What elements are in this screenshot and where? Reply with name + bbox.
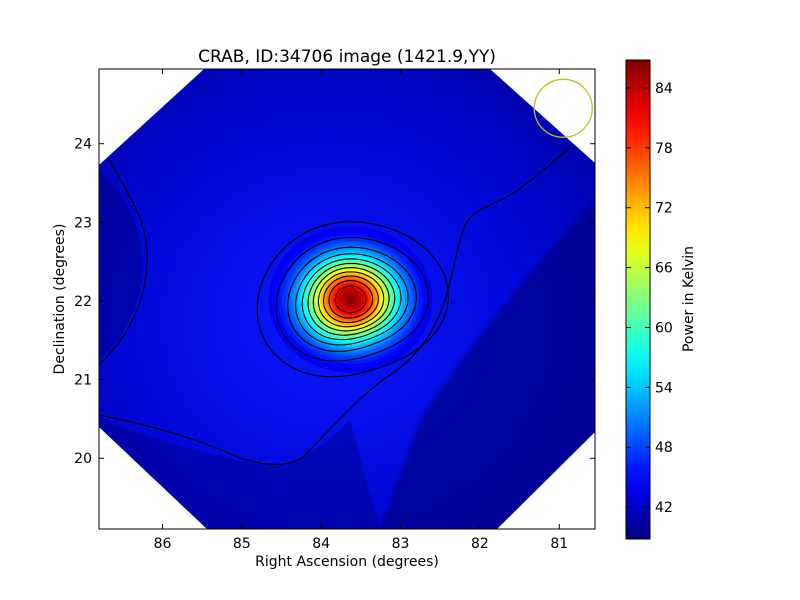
colorbar-tick-label: 54 <box>655 380 673 396</box>
contour-level <box>312 267 390 332</box>
colorbar-tick-label: 48 <box>655 440 673 456</box>
sky-field <box>99 69 595 529</box>
contour-level <box>256 221 450 378</box>
y-axis-label: Declination (degrees) <box>52 224 68 375</box>
contour-level <box>295 253 409 346</box>
plot-area <box>99 69 595 529</box>
contour-level <box>287 246 417 352</box>
contour-level <box>334 285 367 314</box>
contour-level <box>275 236 430 362</box>
colorbar-tick-label: 78 <box>655 141 673 157</box>
x-tick-label: 81 <box>550 536 568 552</box>
colorbar-tick-label: 66 <box>655 261 673 277</box>
y-axis: 20 21 22 23 24 <box>74 137 595 467</box>
x-tick-label: 83 <box>392 536 410 552</box>
contour-level <box>307 262 396 336</box>
colorbar: 42 48 54 60 66 72 78 84 Power in Kelvin <box>625 59 697 540</box>
colorbar-bar <box>625 59 651 540</box>
beam-circle <box>533 78 593 138</box>
contour-level <box>317 271 385 328</box>
contour-level <box>301 258 402 341</box>
contour-background-left <box>99 159 148 366</box>
contour-level <box>322 275 379 324</box>
x-axis: 86 85 84 83 82 81 <box>154 69 568 552</box>
colorbar-tick-label: 60 <box>655 320 673 336</box>
colorbar-ticks: 42 48 54 60 66 72 78 84 <box>626 81 673 516</box>
colorbar-tick-label: 42 <box>655 500 673 516</box>
y-tick-label: 21 <box>74 373 92 389</box>
x-axis-label: Right Ascension (degrees) <box>255 554 439 570</box>
x-tick-label: 86 <box>154 536 172 552</box>
contour-background-bottom <box>99 147 571 465</box>
contour-level <box>328 279 374 319</box>
x-tick-label: 85 <box>233 536 251 552</box>
y-tick-label: 24 <box>74 137 92 153</box>
colorbar-label: Power in Kelvin <box>681 246 697 352</box>
y-tick-label: 20 <box>74 451 92 467</box>
colorbar-tick-label: 72 <box>655 201 673 217</box>
contour-lines <box>256 221 450 378</box>
y-tick-label: 22 <box>74 294 92 310</box>
chart-title: CRAB, ID:34706 image (1421.9,YY) <box>198 47 496 67</box>
x-tick-label: 82 <box>471 536 489 552</box>
y-tick-label: 23 <box>74 215 92 231</box>
source-fill-band <box>345 294 356 304</box>
colorbar-tick-label: 84 <box>655 81 673 97</box>
x-tick-label: 84 <box>312 536 330 552</box>
axes-frame <box>98 68 596 530</box>
